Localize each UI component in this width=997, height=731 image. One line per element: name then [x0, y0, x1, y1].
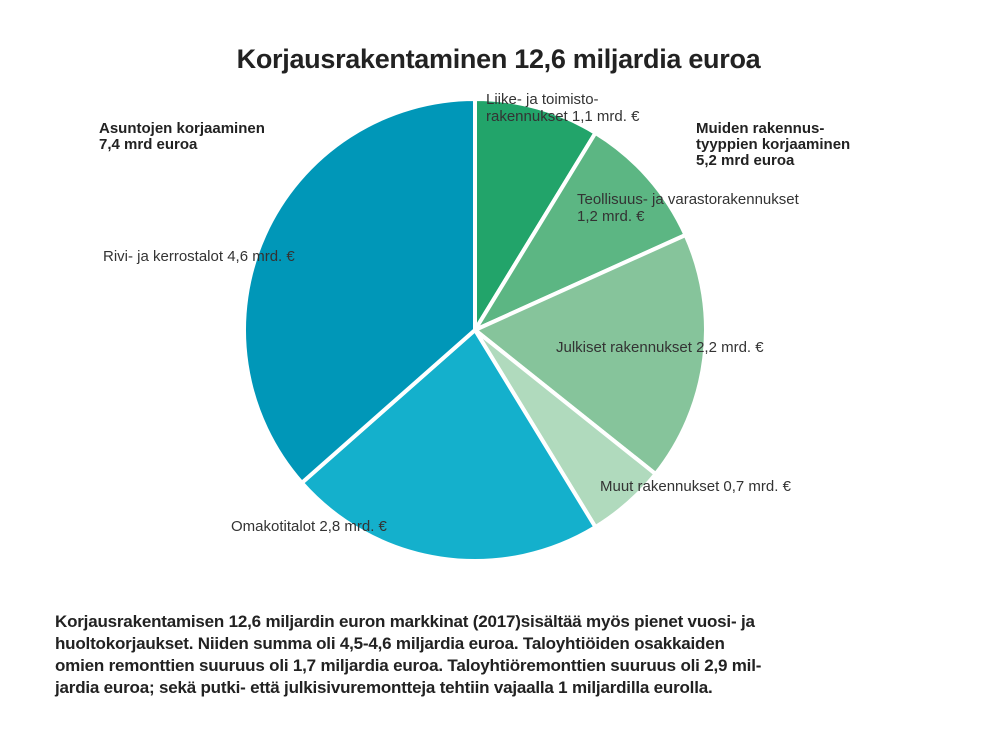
chart-title: Korjausrakentaminen 12,6 miljardia euroa	[236, 44, 761, 74]
slice-label-other-buildings: Muut rakennukset 0,7 mrd. €	[600, 478, 791, 495]
slice-industrial-warehouse	[473, 130, 688, 332]
group-label-other-buildings: Muiden rakennus- tyyppien korjaaminen 5,…	[696, 120, 851, 169]
caption-text: Korjausrakentamisen 12,6 miljardin euron…	[55, 612, 762, 697]
slice-commercial-office	[473, 97, 598, 332]
slice-label-commercial-office: Liike- ja toimisto- rakennukset 1,1 mrd.…	[486, 91, 640, 125]
slice-label-industrial-warehouse: Teollisuus- ja varastorakennukset 1,2 mr…	[577, 191, 799, 225]
slice-label-terraced-apartment: Rivi- ja kerrostalot 4,6 mrd. €	[103, 248, 295, 265]
slice-label-public-buildings: Julkiset rakennukset 2,2 mrd. €	[556, 339, 764, 356]
slice-detached-houses	[299, 328, 598, 563]
slice-label-detached-houses: Omakotitalot 2,8 mrd. €	[231, 518, 387, 535]
group-label-housing: Asuntojen korjaaminen 7,4 mrd euroa	[99, 120, 265, 153]
slice-public-buildings	[473, 232, 708, 477]
slice-terraced-apartment	[242, 97, 477, 485]
